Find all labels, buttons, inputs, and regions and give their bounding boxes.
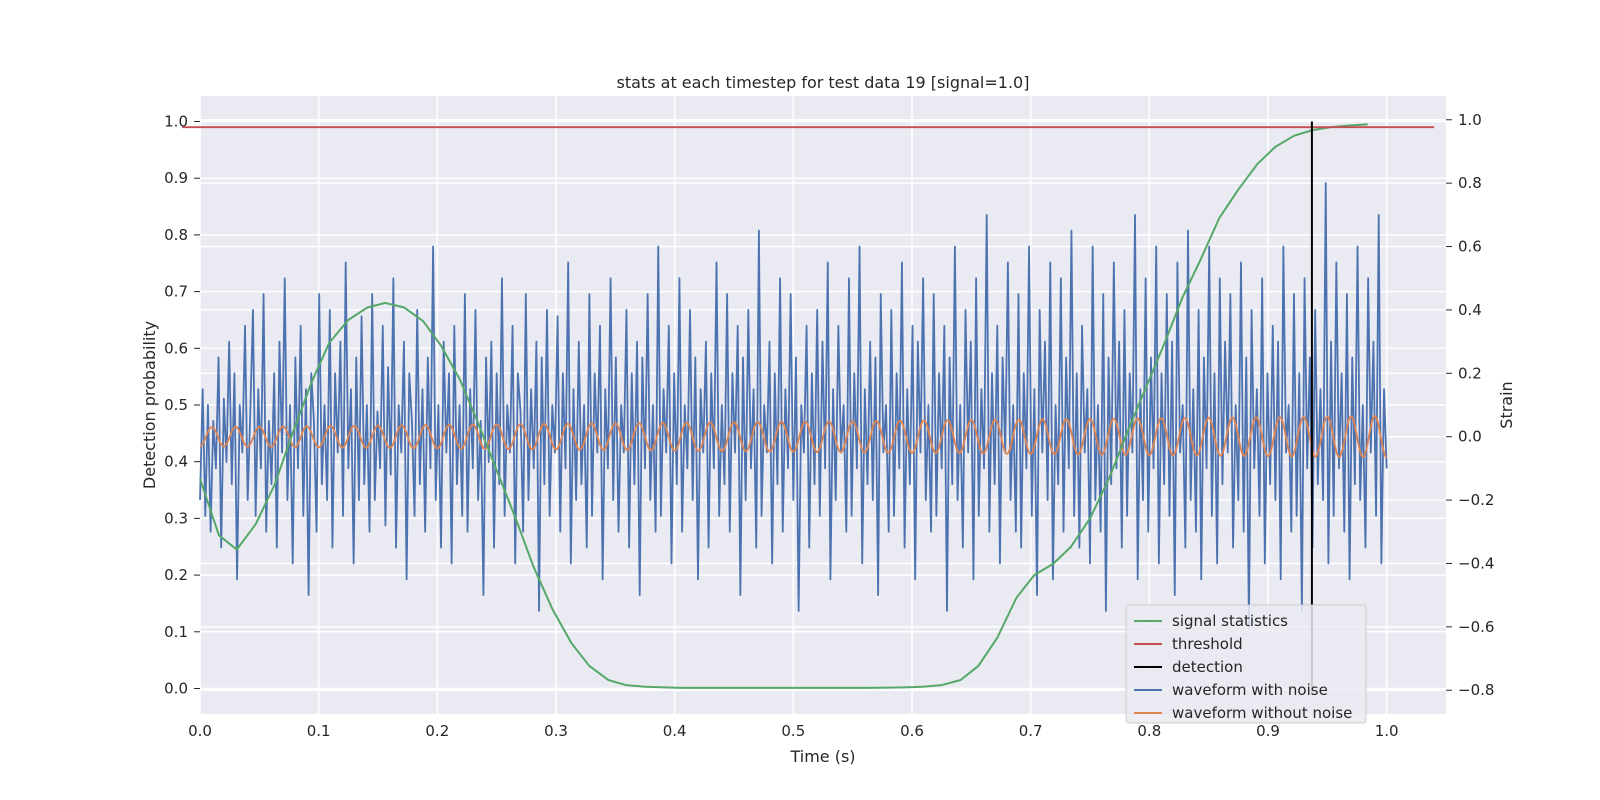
x-tick-label: 0.1: [307, 722, 331, 740]
y-tick-label-right: 0.8: [1458, 174, 1482, 192]
x-tick-label: 0.6: [900, 722, 924, 740]
legend-label: waveform with noise: [1172, 681, 1328, 699]
y-tick-label-right: −0.2: [1458, 491, 1494, 509]
series-signal-statistics: [199, 123, 1368, 689]
y-tick-label-left: 0.7: [164, 283, 188, 301]
x-tick-label: 0.5: [781, 722, 805, 740]
y-axis-label-right: Strain: [1497, 381, 1516, 428]
y-tick-label-left: 0.9: [164, 169, 188, 187]
x-tick-label: 0.2: [425, 722, 449, 740]
y-tick-label-left: 0.8: [164, 226, 188, 244]
series-waveform-with-noise: [199, 182, 1388, 628]
legend-label: threshold: [1172, 635, 1243, 653]
series-layer: [182, 121, 1435, 695]
y-tick-label-left: 0.1: [164, 623, 188, 641]
y-tick-label-right: 1.0: [1458, 111, 1482, 129]
y-tick-label-left: 0.2: [164, 566, 188, 584]
y-tick-label-left: 0.3: [164, 509, 188, 527]
legend-box: [1125, 604, 1367, 724]
y-tick-label-right: 0.4: [1458, 301, 1482, 319]
chart-title: stats at each timestep for test data 19 …: [617, 73, 1030, 92]
x-tick-label: 0.4: [663, 722, 687, 740]
y-axis-label-left: Detection probability: [140, 321, 159, 489]
y-tick-label-right: 0.0: [1458, 428, 1482, 446]
x-tick-label: 1.0: [1375, 722, 1399, 740]
x-tick-label: 0.7: [1019, 722, 1043, 740]
y-tick-label-left: 0.0: [164, 679, 188, 697]
x-tick-label: 0.9: [1256, 722, 1280, 740]
ticks-layer: 0.0 0.1 0.2 0.3 0.4 0.5 0.6 0.7 0.8 0.9 1.0 0.0 0.1 0…: [164, 111, 1494, 740]
legend-label: waveform without noise: [1172, 704, 1352, 722]
y-tick-label-right: −0.4: [1458, 554, 1494, 572]
x-tick-label: 0.8: [1137, 722, 1161, 740]
y-tick-label-left: 0.6: [164, 339, 188, 357]
y-tick-label-left: 0.4: [164, 453, 188, 471]
x-tick-label: 0.0: [188, 722, 212, 740]
legend: signal statistics threshold detection wavef…: [1125, 604, 1367, 724]
y-tick-label-right: 0.6: [1458, 238, 1482, 256]
y-tick-label-left: 0.5: [164, 396, 188, 414]
y-tick-label-right: −0.8: [1458, 681, 1494, 699]
series-waveform-without-noise: [199, 415, 1388, 459]
y-tick-label-right: 0.2: [1458, 364, 1482, 382]
x-tick-label: 0.3: [544, 722, 568, 740]
legend-label: signal statistics: [1172, 612, 1288, 630]
legend-label: detection: [1172, 658, 1243, 676]
y-tick-label-left: 1.0: [164, 113, 188, 131]
legend-items: signal statistics threshold detection wavef…: [1134, 612, 1352, 722]
x-axis-label: Time (s): [789, 747, 855, 766]
y-tick-label-right: −0.6: [1458, 618, 1494, 636]
